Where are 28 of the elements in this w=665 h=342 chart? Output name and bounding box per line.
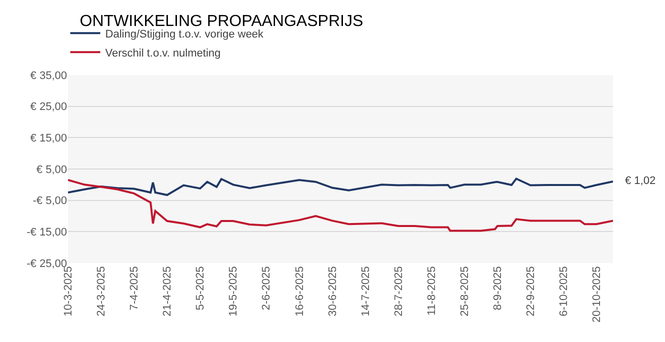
y-tick-label: € 5,00 [36,164,67,176]
x-tick-label: 19-5-2025 [228,266,240,316]
legend-label: Daling/Stijging t.o.v. vorige week [105,28,264,40]
x-tick-label: 22-9-2025 [524,266,537,316]
x-tick-label: 24-3-2025 [96,266,108,316]
x-tick-label: 14-7-2025 [360,266,372,316]
legend-label: Verschil t.o.v. nulmeting [105,47,221,60]
y-tick-label: € 25,00 [30,101,67,114]
line-series [68,178,613,196]
line-series [68,178,613,232]
chart-title: ONTWIKKELING PROPAANGASPRIJS [80,13,364,30]
x-tick-label: 21-4-2025 [162,266,174,316]
x-tick-label: 30-6-2025 [326,266,339,316]
x-tick-label: 11-8-2025 [426,266,438,316]
x-tick-label: 25-8-2025 [458,266,471,316]
annotation: € 1,02 [625,175,656,187]
x-tick-label: 7-4-2025 [128,266,141,310]
x-tick-label: 6-10-2025 [558,266,570,316]
x-tick-label: 20-10-2025 [591,266,604,322]
y-tick-label: € 35,00 [30,70,67,82]
x-tick-label: 16-6-2025 [294,266,306,316]
x-tick-label: 8-9-2025 [492,266,504,310]
y-tick-label: -€ 15,00 [26,226,67,239]
x-tick-label: 5-5-2025 [194,266,207,310]
y-tick-label: -€ 5,00 [32,195,67,208]
y-tick-label: € 15,00 [30,132,67,145]
x-tick-label: 28-7-2025 [392,266,405,316]
x-tick-label: 2-6-2025 [260,266,273,310]
